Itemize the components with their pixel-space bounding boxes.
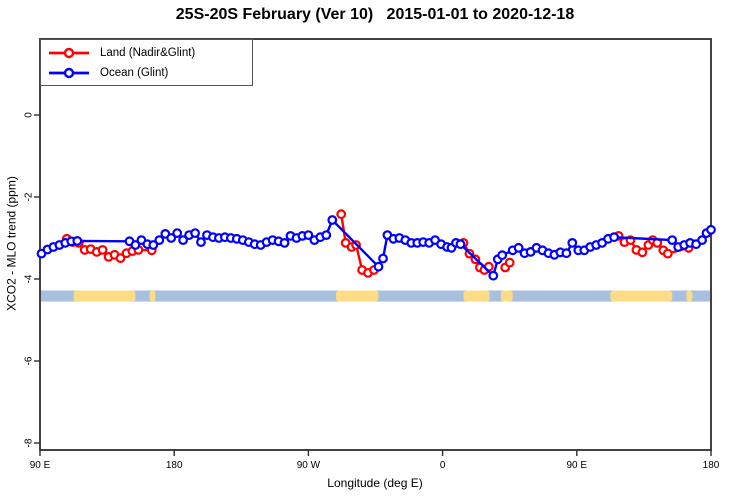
series-ocean-point [455,239,466,250]
series-ocean-point [497,250,508,261]
legend-land-swatch [49,47,89,58]
y-tick-label: -2 [24,192,35,201]
x-tick-label: 180 [703,460,720,471]
series-land-point [504,257,515,268]
x-tick-label: 90 E [567,460,588,471]
series-ocean-point [172,228,183,239]
series-ocean-point [373,261,384,272]
series-ocean-point [488,270,499,281]
strip-land-segment [463,290,490,302]
legend-item-ocean: Ocean (Glint) [47,64,252,82]
series-ocean-point [154,235,165,246]
series-ocean-point [148,240,159,250]
series-ocean-point [561,248,572,259]
legend-land-label: Land (Nadir&Glint) [100,46,196,59]
series-land-point [336,209,347,220]
x-tick-label: 0 [440,460,446,471]
series-ocean-point [667,235,678,246]
x-tick-label: 180 [166,460,183,471]
series-ocean-point [513,242,524,253]
series-ocean-point [327,215,338,225]
legend-ocean-swatch [49,67,89,78]
strip-land-segment [686,290,693,302]
strip-land-segment [73,290,136,302]
plot-box [39,38,712,451]
strip-land-segment [610,290,673,302]
series-ocean-point [178,235,189,246]
series-ocean-point [321,230,332,241]
series-ocean-point [190,228,201,239]
strip-land-segment [335,290,379,302]
chart-title: 25S-20S February (Ver 10) 2015-01-01 to … [175,6,575,23]
series-land-point [637,247,648,258]
series-ocean-point [567,237,578,248]
series-ocean-point [72,235,83,246]
strip-land-segment [500,290,513,302]
strip-land-segment [149,290,156,302]
y-tick-label: -8 [24,438,35,447]
series-ocean-point [303,230,314,241]
series-ocean-point [279,237,290,248]
legend-ocean-label: Ocean (Glint) [100,66,169,79]
legend-box: Land (Nadir&Glint) Ocean (Glint) [40,39,253,86]
series-land-point [662,248,673,259]
series-ocean-point [196,237,206,248]
y-tick-label: -6 [24,356,35,365]
series-ocean-point [166,233,177,243]
series-ocean-point [130,240,141,250]
x-tick-label: 90 W [297,460,321,471]
y-tick-label: -4 [24,274,35,283]
x-axis-label: Longitude (deg E) [327,476,423,490]
series-land-point [115,253,126,264]
series-ocean-point [378,253,388,264]
series-ocean-point [609,232,619,243]
x-tick-label: 90 E [30,460,51,471]
legend-item-land: Land (Nadir&Glint) [47,44,252,62]
y-tick-label: 0 [24,112,35,118]
series-land-point [97,244,108,255]
series-ocean-point [697,235,707,246]
y-axis-label: XCO2 - MLO trend (ppm) [4,176,19,311]
series-ocean-point [706,224,716,235]
